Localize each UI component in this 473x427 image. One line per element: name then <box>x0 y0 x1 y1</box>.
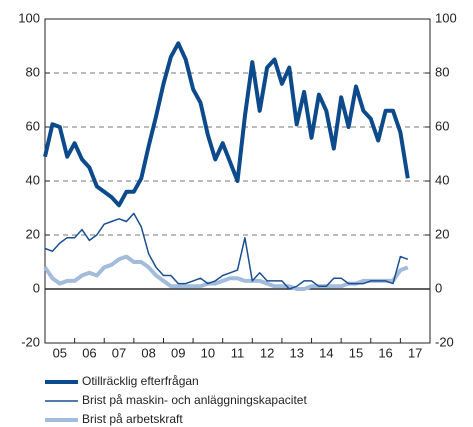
y2-tick-label: -20 <box>435 334 454 349</box>
y-tick-label: 60 <box>26 118 40 133</box>
x-tick-label: 13 <box>289 345 303 360</box>
y2-tick-label: 20 <box>435 226 449 241</box>
series-line <box>44 212 409 290</box>
x-tick-label: 16 <box>378 345 392 360</box>
x-tick-label: 15 <box>349 345 363 360</box>
series-line <box>43 41 410 208</box>
legend-label: Brist på maskin- och anläggningskapacite… <box>82 393 307 407</box>
x-tick-label: 09 <box>171 345 185 360</box>
y2-tick-label: 0 <box>435 280 442 295</box>
x-tick-label: 12 <box>260 345 274 360</box>
x-tick-label: 08 <box>141 345 155 360</box>
series-line <box>43 254 409 291</box>
y2-tick-label: 60 <box>435 118 449 133</box>
x-tick-label: 14 <box>319 345 333 360</box>
x-tick-label: 17 <box>408 345 422 360</box>
x-tick-label: 05 <box>53 345 67 360</box>
y-tick-label: 40 <box>26 172 40 187</box>
y-tick-label: 0 <box>33 280 40 295</box>
legend-label: Otillräcklig efterfrågan <box>82 374 199 388</box>
y-tick-label: 100 <box>18 10 40 25</box>
y2-tick-label: 40 <box>435 172 449 187</box>
x-tick-label: 07 <box>112 345 126 360</box>
legend-label: Brist på arbetskraft <box>82 412 183 426</box>
x-tick-label: 06 <box>82 345 96 360</box>
y2-tick-label: 80 <box>435 64 449 79</box>
y-tick-label: 20 <box>26 226 40 241</box>
y-tick-label: -20 <box>21 334 40 349</box>
x-tick-label: 10 <box>201 345 215 360</box>
x-tick-label: 11 <box>231 345 245 360</box>
y-tick-label: 80 <box>26 64 40 79</box>
y2-tick-label: 100 <box>435 10 457 25</box>
plot-frame <box>44 18 431 344</box>
